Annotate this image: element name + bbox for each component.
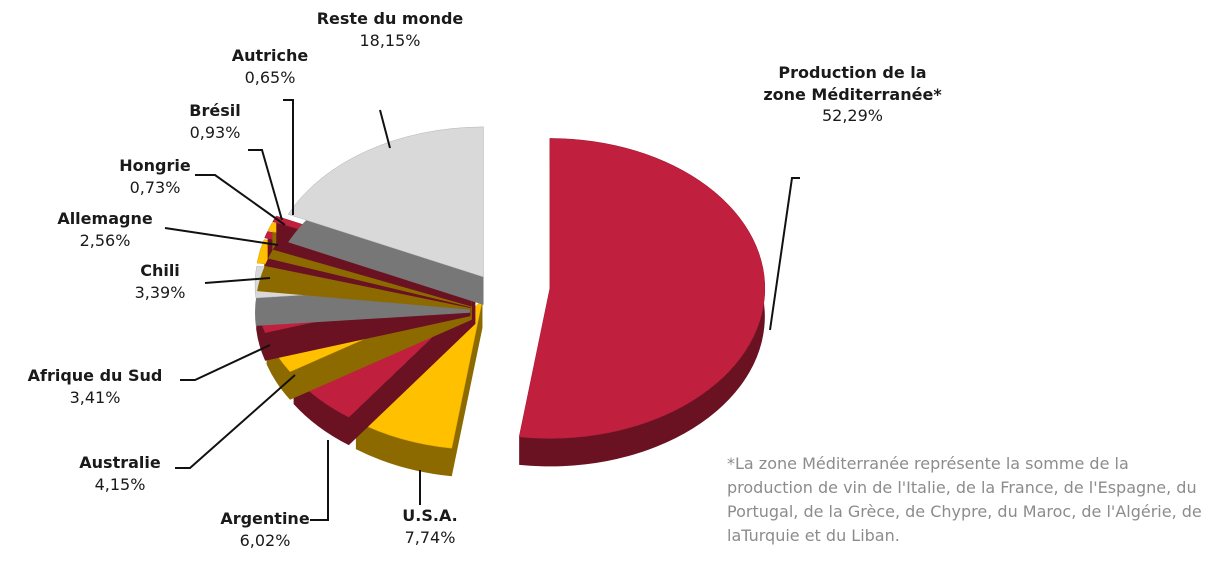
slice-name: Production de la zone Méditerranée*	[763, 63, 942, 104]
slice-label: Brésil 0,93%	[160, 100, 270, 143]
leader-line	[379, 109, 391, 149]
pie-slice	[518, 138, 766, 467]
slice-label: Production de la zone Méditerranée* 52,29…	[760, 62, 945, 127]
slice-value: 2,56%	[79, 230, 131, 250]
slice-name: Autriche	[231, 46, 309, 65]
leader-line	[175, 374, 296, 469]
leader-line	[164, 227, 279, 246]
slice-value: 0,93%	[189, 122, 241, 142]
slice-value: 4,15%	[94, 474, 146, 494]
slice-name: Allemagne	[57, 209, 153, 228]
slice-name: U.S.A.	[402, 506, 458, 525]
slice-value: 0,65%	[244, 67, 296, 87]
slice-label: Allemagne 2,56%	[30, 208, 180, 251]
slice-value: 0,73%	[129, 177, 181, 197]
slice-label: Hongrie 0,73%	[90, 155, 220, 198]
leader-line	[769, 177, 800, 331]
slice-value: 3,41%	[69, 387, 121, 407]
slice-label: Argentine 6,02%	[200, 508, 330, 551]
leader-lines	[164, 99, 800, 521]
leader-line	[310, 440, 329, 521]
footnote: *La zone Méditerranée représente la somm…	[727, 454, 1202, 545]
slice-top	[287, 126, 484, 278]
slice-label: Autriche 0,65%	[215, 45, 325, 88]
leader-line	[248, 149, 283, 221]
leader-line	[204, 277, 271, 284]
slice-top	[518, 138, 766, 439]
leader-line	[180, 344, 271, 381]
slice-name: Afrique du Sud	[27, 366, 163, 385]
slice-value: 7,74%	[404, 527, 456, 547]
slice-label: Australie 4,15%	[50, 452, 190, 495]
slice-name: Argentine	[220, 509, 310, 528]
slice-value: 52,29%	[821, 106, 883, 126]
slice-value: 6,02%	[239, 530, 291, 550]
leader-line	[195, 174, 286, 226]
slice-label: U.S.A. 7,74%	[380, 505, 480, 548]
pie-slice	[287, 126, 484, 305]
leader-line	[283, 99, 294, 215]
slice-label: Chili 3,39%	[110, 260, 210, 303]
slice-value: 18,15%	[359, 30, 421, 50]
slice-label: Afrique du Sud 3,41%	[0, 365, 190, 408]
slice-name: Chili	[140, 261, 180, 280]
slice-label: Reste du monde 18,15%	[300, 8, 480, 51]
slice-name: Brésil	[189, 101, 241, 120]
slice-name: Hongrie	[119, 156, 191, 175]
slice-name: Australie	[79, 453, 161, 472]
slice-name: Reste du monde	[316, 9, 464, 28]
slice-value: 3,39%	[134, 282, 186, 302]
